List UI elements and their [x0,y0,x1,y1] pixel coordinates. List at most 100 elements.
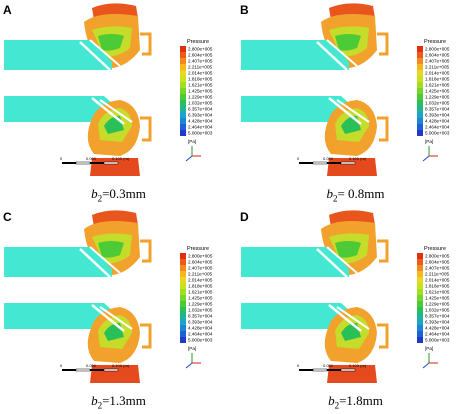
legend-title: Pressure [187,39,209,45]
legend-swatch [180,100,186,106]
legend-swatch [417,118,423,124]
legend-swatch [180,295,186,301]
side-bracket-top [377,239,389,263]
legend-swatch [417,325,423,331]
caption: b2= 0.8mm [326,186,385,204]
legend-swatch [180,124,186,130]
legend-swatch [417,52,423,58]
panel-letter: C [3,210,12,224]
legend-label: 6.393e+004 [188,113,213,118]
legend-swatch [417,100,423,106]
legend-label: 8.357e+004 [188,107,213,112]
blade-top-2 [326,246,358,274]
legend-title: Pressure [187,246,209,252]
legend-swatch [180,337,186,343]
legend-label: 2.464e+004 [188,332,213,337]
legend-swatch [417,295,423,301]
legend-swatch [417,124,423,130]
scale-label: 0.050 [323,363,334,368]
scale-bar-seg [75,368,91,372]
legend-title: Pressure [424,39,446,45]
legend-swatch [180,88,186,94]
legend-swatch [417,88,423,94]
legend-swatch [417,76,423,82]
scale-label: 0.050 [86,363,97,368]
legend-label: 2.014e+005 [188,71,213,76]
legend-label: 2.464e+004 [425,125,450,130]
legend-unit: [Pa] [425,139,433,144]
legend-label: 1.425e+005 [425,89,450,94]
caption: b2=1.3mm [91,393,146,411]
legend-label: 1.229e+005 [425,95,450,100]
scale-bar-seg [90,162,104,164]
pressure-contour-c: 0 0.050 0.100 (m) Pressure 2.800e+0052.604e+… [4,210,213,383]
legend-label: 6.393e+004 [425,113,450,118]
blade-bottom-1 [328,304,362,332]
legend-label: 2.604e+005 [188,260,213,265]
blade-top-1 [316,248,348,278]
pressure-contour-d: 0 0.050 0.100 (m) Pressure 2.800e+0052.604e+… [241,210,450,383]
blade-top-2 [89,39,121,67]
blade-bottom-2 [336,306,370,330]
blade-top-1 [79,248,111,278]
legend-swatch [417,307,423,313]
pressure-contour-a: 0 0.050 0.100 (m) Pressure 2.800e+0052.604e+… [4,3,213,176]
legend-label: 2.407e+005 [425,266,450,271]
axis-z-icon [422,155,430,162]
panel-letter: B [240,3,249,17]
scale-bar-seg [103,368,119,372]
legend-label: 1.818e+005 [188,77,213,82]
legend-label: 4.428e+004 [188,326,213,331]
scale-bar-seg [62,162,76,164]
blade-top-1 [79,41,111,71]
legend-label: 4.428e+004 [425,119,450,124]
legend-label: 1.818e+005 [425,77,450,82]
blade-top-1 [316,41,348,71]
legend-swatch [417,70,423,76]
legend-swatch [417,301,423,307]
side-bracket-bottom [377,323,389,349]
legend-title: Pressure [424,246,446,252]
legend-swatch [417,331,423,337]
legend-label: 2.211e+005 [425,272,450,277]
legend-label: 1.032e+005 [188,308,213,313]
legend-swatch [180,331,186,337]
scale-bar-seg [312,161,328,165]
legend-swatch [417,259,423,265]
legend-swatch [180,106,186,112]
legend-swatch [180,319,186,325]
blade-bottom-2 [99,99,133,123]
legend-label: 2.800e+005 [425,47,450,52]
legend-swatch [417,337,423,343]
legend-label: 2.211e+005 [425,65,450,70]
legend-swatch [417,313,423,319]
legend-label: 2.014e+005 [425,71,450,76]
legend-label: 1.818e+005 [425,284,450,289]
blade-bottom-2 [99,306,133,330]
legend-label: 2.407e+005 [188,266,213,271]
legend-swatch [180,253,186,259]
legend-label: 2.211e+005 [188,272,213,277]
scale-bar-seg [340,368,356,372]
axis-z-icon [185,155,193,162]
legend-swatch [180,301,186,307]
legend-label: 2.800e+005 [188,254,213,259]
legend-swatch [417,94,423,100]
legend-swatch [417,289,423,295]
legend-label: 5.000e+003 [188,131,213,136]
legend-label: 1.621e+005 [188,83,213,88]
caption: b2=1.8mm [328,393,383,411]
scale-bar-seg [340,161,356,165]
legend-swatch [180,277,186,283]
panel-a: A 0 0.050 0.100 (m) Pressure 2.800e+005 2.604… [0,0,237,207]
inner-zone-top [98,241,124,258]
legend-swatch [417,265,423,271]
legend-swatch [417,130,423,136]
blade-bottom-1 [91,304,125,332]
scale-label: 0.100 (m) [112,363,130,368]
legend-swatch [417,58,423,64]
axis-z-icon [422,362,430,369]
inner-zone-top [98,34,124,51]
panel-c: C 0 0.050 0.100 (m) Pressure 2.800e+005 2.604… [0,207,237,414]
legend-swatch [180,325,186,331]
